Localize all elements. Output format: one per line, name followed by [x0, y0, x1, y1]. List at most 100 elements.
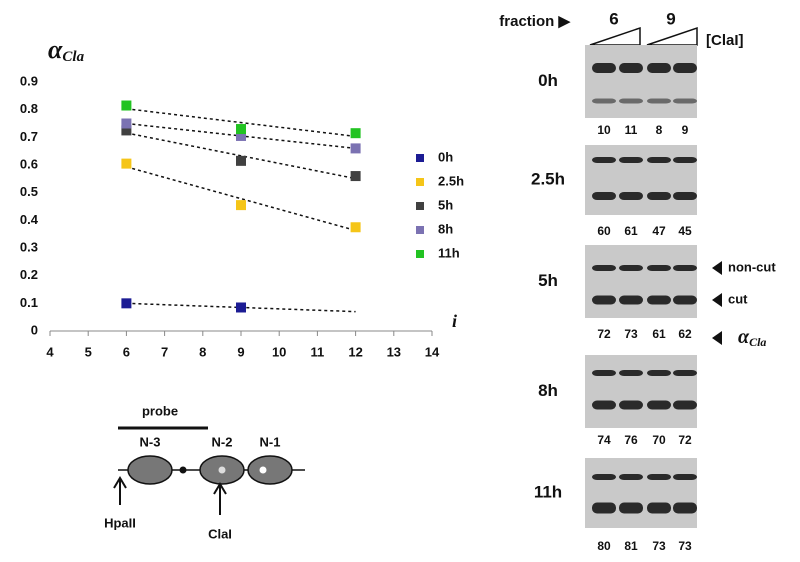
gel-band [673, 192, 697, 200]
y-tick-label: 0.7 [20, 129, 38, 144]
y-axis-label: αCla [48, 35, 85, 65]
alpha-value: 73 [624, 327, 638, 341]
gel-image [585, 145, 697, 215]
arrow [113, 476, 127, 505]
alpha-value: 80 [597, 539, 611, 553]
enzyme-label: [ClaI] [706, 32, 744, 49]
gel-band [619, 474, 643, 480]
site-dot [259, 466, 267, 474]
gel-band [647, 98, 671, 104]
gel-band [673, 295, 697, 305]
legend-marker [416, 154, 424, 162]
gel-band [592, 295, 616, 305]
y-label-symbol: α [48, 35, 63, 64]
gel-band [647, 400, 671, 410]
y-tick-label: 0.2 [20, 267, 38, 282]
site-dot [218, 466, 226, 474]
legend-label: 5h [438, 197, 453, 212]
alpha-sub: Cla [749, 335, 766, 349]
gel-band [619, 63, 643, 73]
alpha-value: 61 [652, 327, 666, 341]
annotation: non-cut [728, 259, 776, 274]
site-dot [179, 466, 187, 474]
gel-image [585, 245, 697, 318]
point [236, 130, 246, 141]
x-tick-label: 13 [387, 344, 401, 359]
x-tick-label: 4 [46, 344, 54, 359]
point [121, 158, 132, 169]
x-tick-label: 10 [272, 344, 286, 359]
gel-band [647, 157, 671, 163]
arrowhead [712, 331, 722, 345]
alpha-value: 10 [597, 123, 611, 137]
gel-band [673, 502, 697, 514]
gel-band [673, 400, 697, 410]
gel-band [647, 63, 671, 73]
point [350, 143, 361, 154]
point [121, 298, 132, 309]
y-tick-label: 0.9 [20, 73, 38, 88]
y-label-sub: Cla [62, 49, 84, 65]
gel-band [592, 63, 616, 73]
alpha-value: 62 [678, 327, 692, 341]
gel-band [673, 370, 697, 376]
gel-band [647, 370, 671, 376]
gel-band [647, 192, 671, 200]
point [236, 124, 246, 135]
nucleosome-label: N-1 [260, 434, 281, 449]
trend-line [126, 107, 356, 138]
row-label: 11h [534, 482, 562, 501]
gel-band [673, 157, 697, 163]
gel-band [592, 502, 616, 514]
gel-band [673, 98, 697, 104]
trend-line [126, 166, 356, 232]
gel-band [619, 98, 643, 104]
gel-band [619, 295, 643, 305]
point [236, 302, 246, 313]
gel-image [585, 458, 697, 528]
legend-label: 11h [438, 245, 460, 260]
alpha-value: 45 [678, 224, 692, 238]
gel-band [592, 400, 616, 410]
gel-band [647, 502, 671, 514]
row-label: 8h [538, 381, 558, 400]
legend-marker [416, 178, 424, 186]
gel-band [619, 502, 643, 514]
row-label: 2.5h [531, 169, 565, 188]
y-tick-label: 0.3 [20, 239, 38, 254]
arrowhead [712, 261, 722, 275]
gel-band [619, 265, 643, 271]
alpha-value: 73 [652, 539, 666, 553]
legend-label: 2.5h [438, 173, 464, 188]
site-label: ClaI [208, 526, 232, 541]
row-label: 5h [538, 271, 558, 290]
site-label: HpaII [104, 515, 136, 530]
fraction-label: 6 [609, 9, 618, 28]
alpha-value: 8 [656, 123, 663, 137]
y-tick-label: 0.6 [20, 156, 38, 171]
gel-band [619, 370, 643, 376]
row-label: 0h [538, 71, 558, 90]
trend-line [126, 132, 356, 180]
gel-image [585, 45, 697, 118]
gel-band [592, 265, 616, 271]
alpha-value: 11 [625, 123, 638, 137]
legend-marker [416, 250, 424, 258]
probe-label: probe [142, 403, 178, 418]
gel-band [673, 63, 697, 73]
gel-image [585, 355, 697, 428]
gradient-triangle [646, 26, 698, 46]
alpha-value: 72 [678, 433, 692, 447]
alpha-value: 72 [597, 327, 611, 341]
gel-band [673, 474, 697, 480]
point [121, 118, 132, 129]
gel-band [647, 474, 671, 480]
fraction-label: 9 [666, 9, 675, 28]
x-tick-label: 6 [123, 344, 130, 359]
alpha-value: 76 [624, 433, 638, 447]
alpha-value: 9 [682, 123, 689, 137]
y-tick-label: 0.8 [20, 101, 38, 116]
legend-marker [416, 226, 424, 234]
nucleosome [247, 455, 293, 485]
